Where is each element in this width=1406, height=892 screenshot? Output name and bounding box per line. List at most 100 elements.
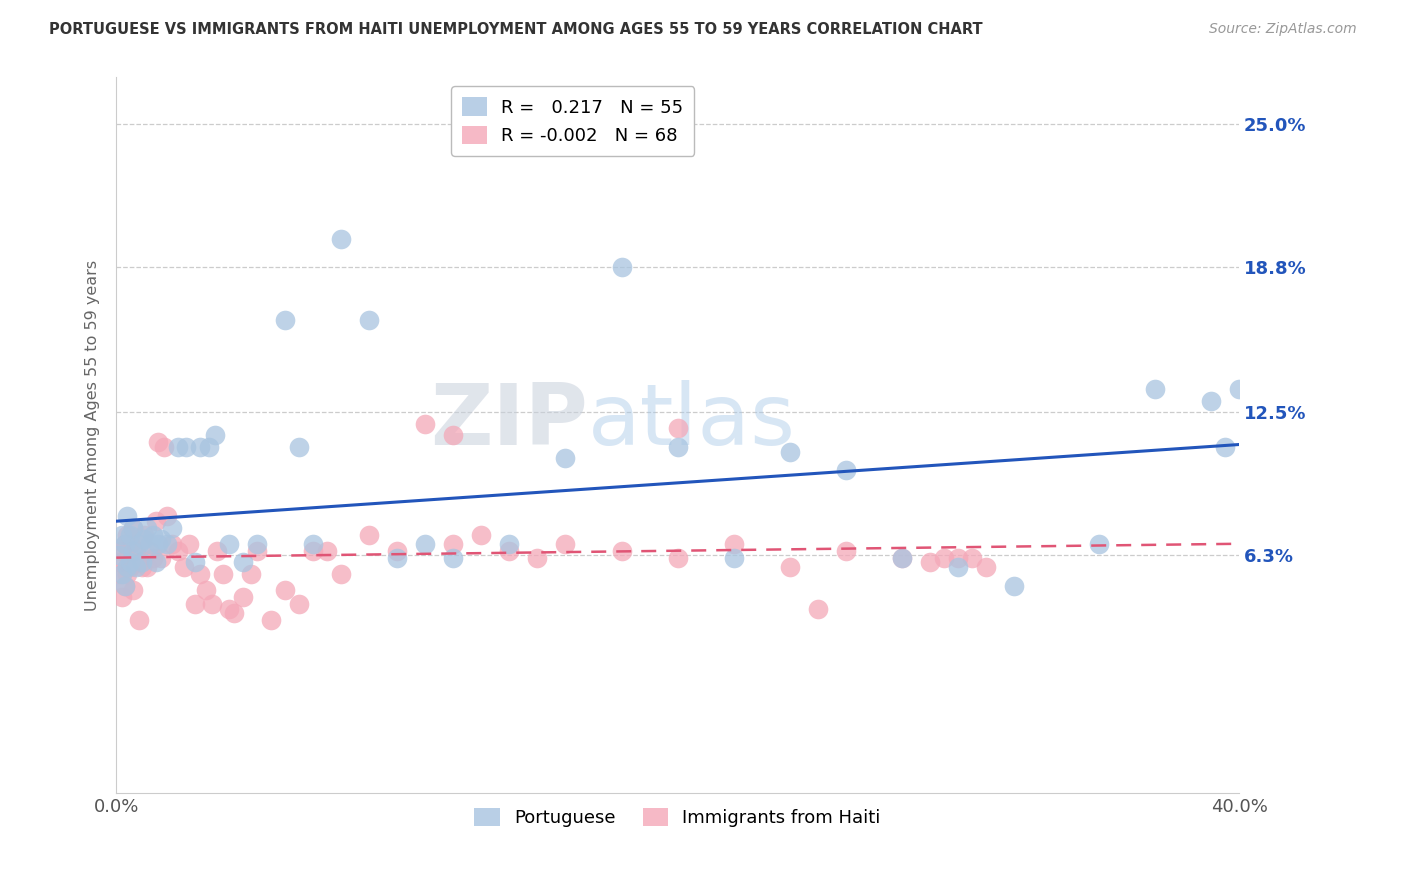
- Point: [142, 550, 165, 565]
- Point: [807, 601, 830, 615]
- Point: [167, 440, 190, 454]
- Point: [441, 428, 464, 442]
- Point: [1004, 578, 1026, 592]
- Point: [111, 566, 134, 581]
- Point: [287, 440, 309, 454]
- Point: [413, 417, 436, 431]
- Point: [173, 560, 195, 574]
- Point: [385, 544, 408, 558]
- Point: [108, 549, 131, 563]
- Point: [218, 601, 240, 615]
- Point: [287, 597, 309, 611]
- Point: [142, 527, 165, 541]
- Y-axis label: Unemployment Among Ages 55 to 59 years: Unemployment Among Ages 55 to 59 years: [86, 260, 100, 611]
- Point: [139, 537, 162, 551]
- Point: [131, 560, 153, 574]
- Point: [232, 590, 254, 604]
- Point: [201, 597, 224, 611]
- Point: [1199, 393, 1222, 408]
- Point: [1213, 440, 1236, 454]
- Point: [357, 313, 380, 327]
- Point: [111, 590, 134, 604]
- Point: [122, 544, 145, 558]
- Point: [162, 537, 184, 551]
- Point: [962, 550, 984, 565]
- Point: [240, 566, 263, 581]
- Point: [666, 421, 689, 435]
- Point: [204, 428, 226, 442]
- Point: [120, 556, 142, 570]
- Point: [1227, 382, 1250, 396]
- Point: [259, 613, 281, 627]
- Point: [108, 556, 131, 570]
- Point: [190, 440, 212, 454]
- Point: [136, 521, 159, 535]
- Point: [117, 509, 139, 524]
- Point: [723, 550, 745, 565]
- Point: [666, 550, 689, 565]
- Point: [413, 537, 436, 551]
- Point: [117, 560, 139, 574]
- Point: [131, 556, 153, 570]
- Point: [610, 544, 633, 558]
- Point: [498, 544, 520, 558]
- Text: atlas: atlas: [588, 380, 796, 463]
- Point: [134, 527, 156, 541]
- Point: [891, 550, 914, 565]
- Point: [212, 566, 235, 581]
- Point: [156, 509, 179, 524]
- Point: [148, 435, 170, 450]
- Point: [184, 597, 207, 611]
- Point: [976, 560, 998, 574]
- Point: [224, 606, 246, 620]
- Point: [934, 550, 956, 565]
- Point: [156, 537, 179, 551]
- Point: [114, 537, 136, 551]
- Point: [150, 533, 173, 547]
- Point: [128, 556, 150, 570]
- Point: [114, 537, 136, 551]
- Point: [120, 560, 142, 574]
- Point: [114, 578, 136, 592]
- Point: [134, 533, 156, 547]
- Point: [136, 560, 159, 574]
- Point: [441, 550, 464, 565]
- Point: [122, 583, 145, 598]
- Point: [329, 232, 352, 246]
- Point: [108, 566, 131, 581]
- Point: [125, 560, 148, 574]
- Point: [195, 583, 218, 598]
- Point: [111, 527, 134, 541]
- Point: [315, 544, 337, 558]
- Point: [120, 527, 142, 541]
- Point: [150, 550, 173, 565]
- Point: [554, 451, 576, 466]
- Point: [329, 566, 352, 581]
- Point: [948, 550, 970, 565]
- Point: [145, 556, 167, 570]
- Point: [139, 544, 162, 558]
- Point: [125, 544, 148, 558]
- Point: [162, 521, 184, 535]
- Point: [779, 444, 801, 458]
- Legend: Portuguese, Immigrants from Haiti: Portuguese, Immigrants from Haiti: [467, 801, 889, 834]
- Point: [122, 521, 145, 535]
- Point: [145, 514, 167, 528]
- Point: [120, 537, 142, 551]
- Point: [117, 566, 139, 581]
- Point: [891, 550, 914, 565]
- Point: [441, 537, 464, 551]
- Point: [301, 544, 323, 558]
- Point: [526, 550, 548, 565]
- Point: [179, 537, 201, 551]
- Point: [246, 544, 269, 558]
- Point: [128, 613, 150, 627]
- Point: [498, 537, 520, 551]
- Point: [273, 583, 295, 598]
- Point: [122, 521, 145, 535]
- Point: [148, 537, 170, 551]
- Point: [273, 313, 295, 327]
- Point: [176, 440, 198, 454]
- Point: [1143, 382, 1166, 396]
- Point: [117, 527, 139, 541]
